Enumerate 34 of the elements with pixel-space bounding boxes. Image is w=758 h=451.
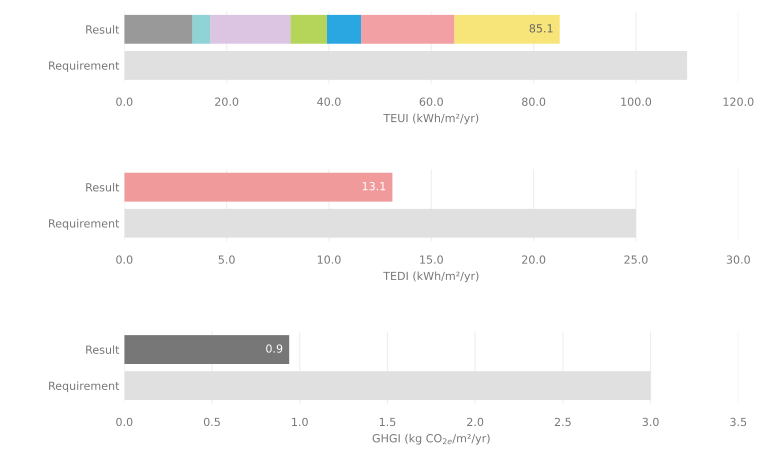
x-tick-label: 5.0	[218, 255, 235, 264]
y-tick-label: Result	[86, 345, 120, 354]
total-label: 85.1	[530, 24, 553, 33]
x-tick-label: 0.0	[116, 98, 132, 106]
x-axis-title: TEUI (kWh/m²/yr)	[383, 114, 478, 124]
x-tick-label: 3.0	[642, 418, 659, 426]
x-axis-title: TEDI (kWh/m²/yr)	[383, 271, 478, 282]
data-label: 13.1	[362, 182, 386, 190]
x-tick-label: 0.0	[116, 418, 132, 426]
x-tick-label: 25.0	[624, 255, 648, 264]
x-tick-label: 3.5	[730, 418, 746, 426]
y-tick-label: Requirement	[49, 61, 120, 72]
x-tick-label: 0.0	[116, 255, 132, 264]
x-tick-label: 60.0	[420, 98, 443, 106]
x-tick-label: 30.0	[726, 255, 750, 264]
x-tick-label: 10.0	[318, 255, 341, 264]
x-tick-label: 1.5	[380, 418, 396, 426]
x-tick-label: 2.0	[467, 418, 484, 426]
y-tick-label: Requirement	[49, 381, 120, 392]
x-tick-label: 0.5	[204, 418, 220, 426]
x-tick-label: 100.0	[621, 98, 652, 106]
x-axis-title: GHGI (kg CO$_{2e}$/m²/yr)	[372, 434, 490, 445]
x-tick-label: 20.0	[522, 255, 546, 264]
y-tick-label: Result	[86, 25, 120, 34]
x-tick-label: 15.0	[420, 255, 443, 264]
x-tick-label: 20.0	[215, 98, 238, 106]
x-tick-label: 2.5	[554, 418, 571, 426]
x-tick-label: 120.0	[724, 98, 754, 106]
x-tick-label: 80.0	[522, 98, 546, 106]
x-tick-label: 1.0	[292, 418, 308, 426]
y-tick-label: Result	[86, 182, 120, 192]
data-label: 0.9	[266, 344, 282, 353]
x-tick-label: 40.0	[317, 98, 341, 106]
y-tick-label: Requirement	[49, 219, 120, 230]
